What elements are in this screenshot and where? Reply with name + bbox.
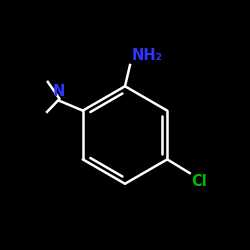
- Text: Cl: Cl: [191, 174, 207, 190]
- Text: N: N: [53, 84, 65, 99]
- Text: NH₂: NH₂: [131, 48, 162, 63]
